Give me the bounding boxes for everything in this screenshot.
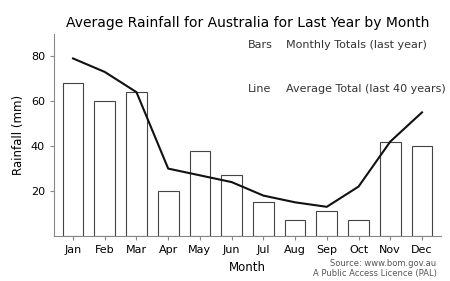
- Text: Average Total (last 40 years): Average Total (last 40 years): [286, 84, 446, 94]
- Text: Line: Line: [248, 84, 271, 94]
- Bar: [221, 175, 242, 236]
- Text: Monthly Totals (last year): Monthly Totals (last year): [286, 40, 427, 50]
- Bar: [253, 202, 274, 236]
- Text: Bars: Bars: [248, 40, 272, 50]
- Bar: [126, 92, 147, 236]
- Bar: [412, 146, 432, 236]
- Bar: [316, 211, 337, 236]
- X-axis label: Month: Month: [229, 260, 266, 274]
- Bar: [189, 151, 210, 236]
- Bar: [94, 101, 115, 236]
- Y-axis label: Rainfall (mm): Rainfall (mm): [12, 95, 25, 175]
- Bar: [63, 83, 83, 236]
- Title: Average Rainfall for Australia for Last Year by Month: Average Rainfall for Australia for Last …: [66, 16, 429, 30]
- Bar: [380, 142, 400, 236]
- Bar: [158, 191, 179, 236]
- Bar: [348, 220, 369, 236]
- Text: Source: www.bom.gov.au
A Public Access Licence (PAL): Source: www.bom.gov.au A Public Access L…: [313, 259, 436, 278]
- Bar: [285, 220, 306, 236]
